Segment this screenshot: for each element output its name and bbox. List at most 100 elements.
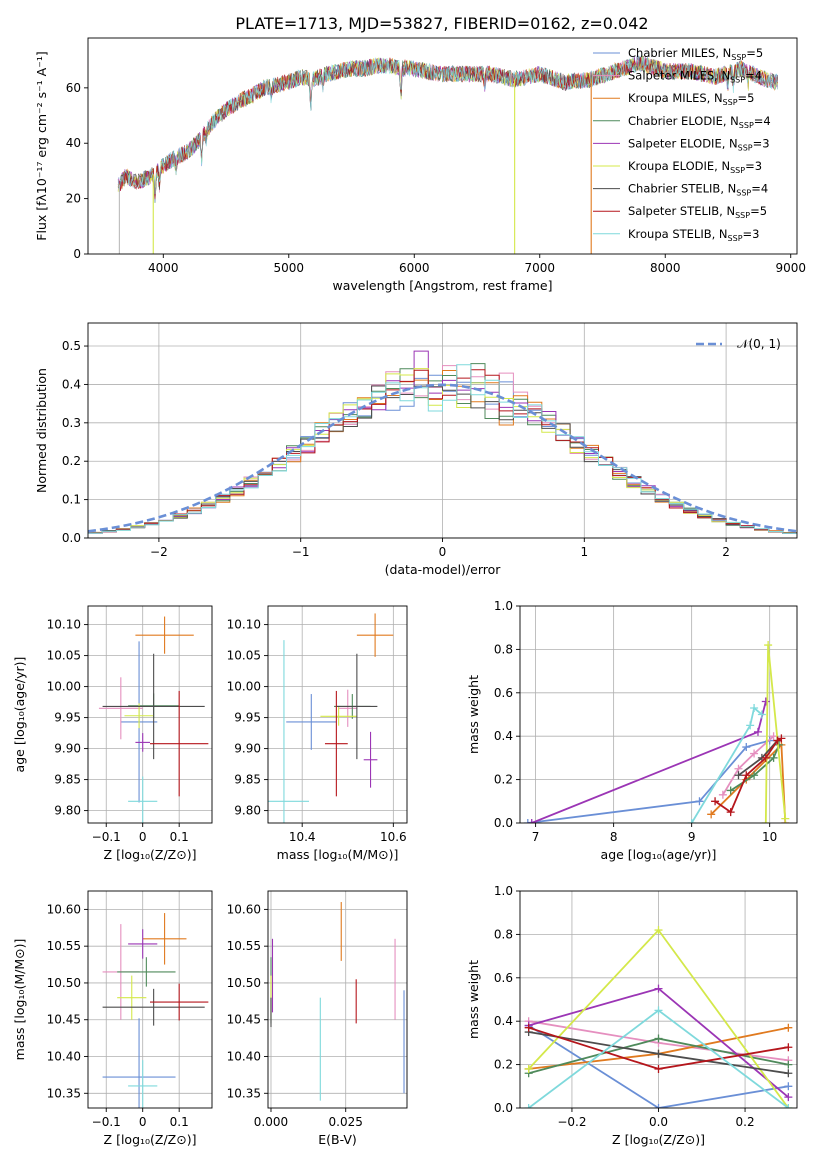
y-tick-label: 9.90 <box>54 742 81 756</box>
x-axis-label: age [log₁₀(age/yr)] <box>601 847 717 862</box>
weight-marker <box>695 797 704 806</box>
y-tick-label: 10.45 <box>227 1013 261 1027</box>
y-tick-label: 0.4 <box>494 729 513 743</box>
x-tick-label: 8 <box>610 830 618 844</box>
weight-marker <box>784 1023 793 1032</box>
weight-marker <box>742 743 751 752</box>
weight-line <box>764 645 787 823</box>
x-tick-label: −2 <box>150 545 168 559</box>
weight-line <box>528 1024 789 1108</box>
weight-marker <box>711 797 720 806</box>
y-tick-label: 10.05 <box>227 649 261 663</box>
weight-marker <box>742 771 751 780</box>
y-tick-label: 40 <box>66 136 81 150</box>
x-tick-label: 0 <box>139 1115 147 1129</box>
weight-marker <box>784 1069 793 1078</box>
x-axis-label: Z [log₁₀(Z/Z⊙)] <box>612 1132 705 1147</box>
panel-age_vs_Z: −0.1 0 0.1 9.80 9.85 9.90 9.95 10.00 10.05 10.10 Z… <box>12 605 213 862</box>
x-tick-label: 6000 <box>399 261 430 275</box>
weight-line <box>531 701 767 823</box>
x-tick-label: 0.025 <box>329 1115 363 1129</box>
weight-marker <box>746 721 755 730</box>
weight-marker <box>707 810 716 819</box>
y-tick-label: 10.50 <box>227 976 261 990</box>
weight-marker <box>784 1082 793 1091</box>
y-tick-label: 9.80 <box>234 804 261 818</box>
panel-age_vs_mass: 10.4 10.6 9.80 9.85 9.90 9.95 10.00 10.05 10.10 m… <box>227 605 408 862</box>
x-axis-label: Z [log₁₀(Z/Z⊙)] <box>104 847 197 862</box>
axes-frame <box>87 37 798 255</box>
x-tick-label: 5000 <box>274 261 305 275</box>
x-tick-label: 10 <box>762 830 777 844</box>
y-axis-label: Flux [fλ10⁻¹⁷ erg cm⁻² s⁻¹ A⁻¹] <box>34 51 49 240</box>
x-tick-label: 0.1 <box>170 830 189 844</box>
y-tick-label: 0.2 <box>494 1058 513 1072</box>
plot-area <box>88 323 797 538</box>
x-tick-label: −0.1 <box>92 830 121 844</box>
y-tick-label: 9.80 <box>54 804 81 818</box>
legend-entry: Salpeter MILES, NSSP=4 <box>628 69 762 85</box>
y-tick-label: 10.55 <box>227 939 261 953</box>
y-tick-label: 0.8 <box>494 927 513 941</box>
plot-area <box>268 891 407 1108</box>
y-tick-label: 0.6 <box>494 971 513 985</box>
weight-marker <box>654 1049 663 1058</box>
y-tick-label: 9.95 <box>234 711 261 725</box>
x-tick-label: 8000 <box>650 261 681 275</box>
weight-marker <box>726 808 735 817</box>
panel-mass_vs_EBV: 0.000 0.025 10.35 10.40 10.45 10.50 10.55 10.60… <box>227 890 408 1147</box>
figure-title: PLATE=1713, MJD=53827, FIBERID=0162, z=0… <box>235 14 648 33</box>
y-tick-label: 10.35 <box>227 1086 261 1100</box>
panel-massweight_vs_age: 7 8 9 10 0.0 0.2 0.4 0.6 0.8 1.0 age [log₁₀(age/yr… <box>466 599 798 862</box>
weight-marker <box>757 710 766 719</box>
legend-entry: 𝒩(0, 1) <box>737 337 781 351</box>
legend-entry: Kroupa ELODIE, NSSP=3 <box>628 159 762 175</box>
y-tick-label: 60 <box>66 81 81 95</box>
legend-entry: Chabrier STELIB, NSSP=4 <box>628 182 768 198</box>
weight-marker <box>761 819 770 823</box>
x-tick-label: 10.4 <box>289 830 316 844</box>
plot-area <box>88 891 212 1108</box>
weight-line <box>710 742 787 823</box>
y-tick-label: 0.0 <box>494 1101 513 1115</box>
plot-area <box>88 606 212 823</box>
weight-marker <box>654 1034 663 1043</box>
weight-marker <box>654 1064 663 1073</box>
weight-line <box>722 735 775 796</box>
histogram-step <box>88 385 797 534</box>
legend-entry: Chabrier MILES, NSSP=5 <box>628 46 763 62</box>
x-tick-label: −0.2 <box>557 1115 586 1129</box>
x-tick-label: 0.0 <box>649 1115 668 1129</box>
x-tick-label: 0 <box>139 830 147 844</box>
x-tick-label: 0 <box>439 545 447 559</box>
y-tick-label: 9.85 <box>234 773 261 787</box>
y-axis-label: mass weight <box>466 675 481 754</box>
x-tick-label: 7000 <box>524 261 555 275</box>
weight-marker <box>784 1060 793 1069</box>
weight-marker <box>726 786 735 795</box>
axes-frame <box>519 605 798 824</box>
legend-entry: Chabrier ELODIE, NSSP=4 <box>628 114 771 130</box>
weight-marker <box>777 734 786 743</box>
weight-marker <box>734 771 743 780</box>
weight-marker <box>769 753 778 762</box>
y-tick-label: 10.35 <box>47 1086 81 1100</box>
y-tick-label: 0.4 <box>62 377 81 391</box>
weight-marker <box>718 790 727 799</box>
y-tick-label: 10.60 <box>227 902 261 916</box>
x-tick-label: −0.1 <box>92 1115 121 1129</box>
legend-entry: Kroupa STELIB, NSSP=3 <box>628 227 759 243</box>
panel-mass_vs_Z: −0.1 0 0.1 10.35 10.40 10.45 10.50 10.55 10.60 Z … <box>12 890 213 1147</box>
x-tick-label: 0.2 <box>736 1115 755 1129</box>
y-tick-label: 10.10 <box>227 618 261 632</box>
x-axis-label: wavelength [Angstrom, rest frame] <box>332 278 552 293</box>
y-axis-label: mass [log₁₀(M/M⊙)] <box>12 939 27 1061</box>
weight-marker <box>761 697 770 706</box>
y-tick-label: 0.2 <box>494 773 513 787</box>
y-tick-label: 9.90 <box>234 742 261 756</box>
y-tick-label: 0.8 <box>494 642 513 656</box>
y-tick-label: 1.0 <box>494 599 513 613</box>
weight-marker <box>524 1023 533 1032</box>
panel-residuals: −2 −1 0 1 2 0.0 0.1 0.2 0.3 0.4 0.5 (data-model)/er… <box>34 322 798 577</box>
